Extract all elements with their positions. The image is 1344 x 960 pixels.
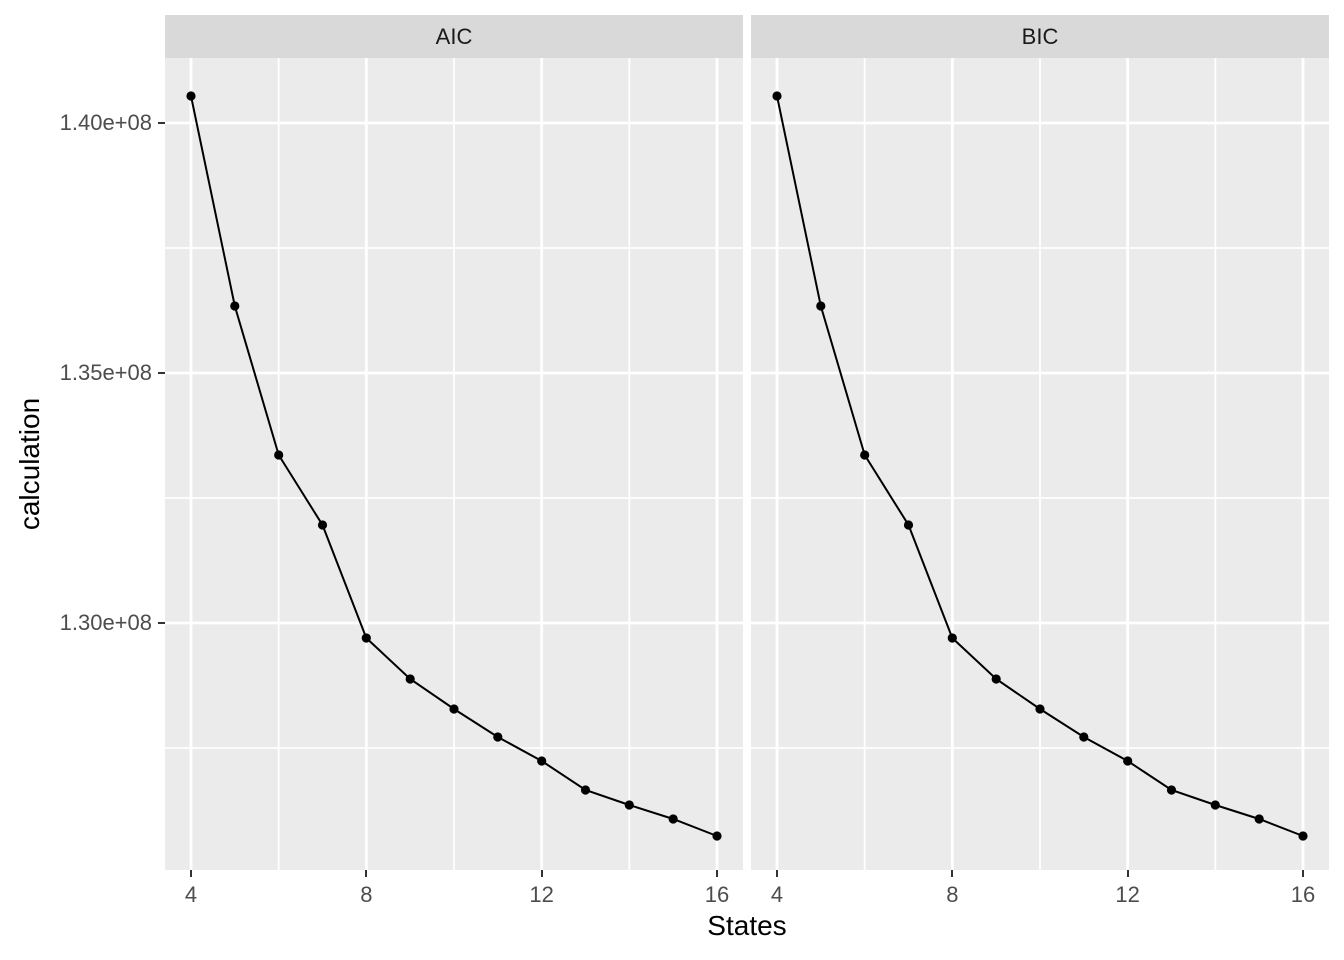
x-tick-mark — [1302, 870, 1304, 877]
data-point — [493, 732, 503, 742]
data-point — [537, 756, 547, 766]
data-point — [991, 674, 1001, 684]
minor-gridlines — [751, 58, 1329, 870]
data-point — [405, 674, 415, 684]
data-point — [772, 91, 782, 101]
data-point — [860, 450, 870, 460]
data-point — [186, 91, 196, 101]
aic-plot-svg — [165, 58, 743, 870]
y-tick-mark — [158, 122, 165, 124]
y-tick-label: 1.35e+08 — [59, 360, 152, 385]
data-point — [816, 301, 826, 311]
data-points — [186, 91, 722, 841]
x-tick-label: 4 — [770, 882, 784, 907]
x-tick-label: 8 — [946, 882, 959, 907]
data-point — [903, 520, 914, 530]
data-point — [361, 633, 371, 643]
x-tick-mark — [540, 870, 543, 877]
data-point — [1298, 831, 1308, 841]
data-point — [274, 450, 284, 460]
data-point — [1123, 756, 1133, 766]
x-tick-mark — [1126, 870, 1129, 877]
data-point — [712, 831, 722, 841]
data-point — [317, 520, 328, 530]
facet-strip-bic: BIC — [751, 15, 1329, 58]
y-tick-label: 1.30e+08 — [59, 610, 152, 635]
x-tick-label: 12 — [1115, 882, 1140, 907]
data-point — [1210, 800, 1220, 810]
x-tick-label: 12 — [529, 882, 554, 907]
facet-strip-label: AIC — [435, 23, 473, 49]
data-point — [1166, 785, 1177, 795]
data-point — [668, 814, 678, 824]
data-points — [772, 91, 1308, 841]
data-point — [230, 301, 240, 311]
facet-panel-bic — [751, 58, 1329, 870]
x-axis-title: States — [707, 910, 787, 941]
x-tick-label: 4 — [184, 882, 198, 907]
x-tick-label: 8 — [360, 882, 373, 907]
x-tick-mark — [189, 870, 192, 877]
x-tick-label: 16 — [704, 882, 730, 907]
minor-gridlines — [165, 58, 743, 870]
data-point — [580, 785, 591, 795]
y-tick-label: 1.40e+08 — [59, 110, 152, 135]
major-gridlines — [751, 58, 1329, 870]
y-tick-mark — [158, 622, 165, 624]
x-tick-mark — [951, 870, 954, 877]
y-tick-mark — [158, 372, 165, 374]
y-axis-title: calculation — [14, 397, 45, 531]
bic-plot-svg — [751, 58, 1329, 870]
facet-panel-aic — [165, 58, 743, 870]
data-point — [624, 800, 634, 810]
x-tick-mark — [365, 870, 368, 877]
x-tick-label: 16 — [1290, 882, 1316, 907]
data-point — [449, 704, 459, 714]
major-gridlines — [165, 58, 743, 870]
data-point — [1035, 704, 1045, 714]
data-point — [1079, 732, 1089, 742]
x-tick-mark — [775, 870, 778, 877]
facet-strip-aic: AIC — [165, 15, 743, 58]
data-point — [947, 633, 957, 643]
facet-strip-label: BIC — [1021, 23, 1059, 49]
data-point — [1254, 814, 1264, 824]
x-tick-mark — [716, 870, 718, 877]
